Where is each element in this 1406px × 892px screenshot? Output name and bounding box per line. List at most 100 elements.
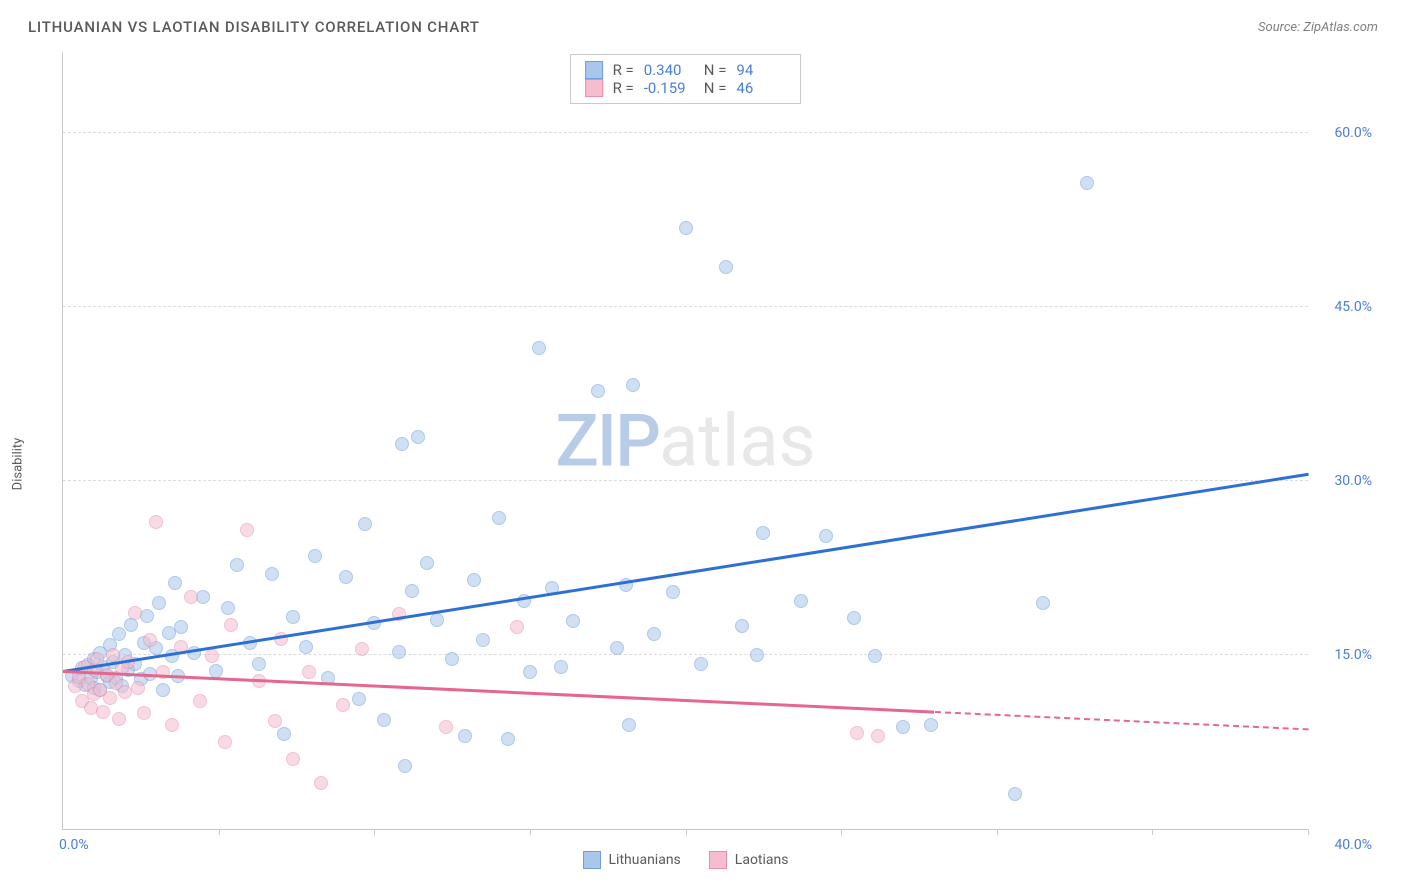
legend-swatch (585, 79, 603, 97)
scatter-point (358, 517, 372, 531)
scatter-point (392, 645, 406, 659)
stat-value-r: -0.159 (644, 79, 694, 97)
scatter-point (205, 649, 219, 663)
trend-line (63, 473, 1308, 673)
scatter-point (532, 341, 546, 355)
scatter-point (137, 706, 151, 720)
x-tick (1152, 829, 1153, 835)
scatter-point (647, 627, 661, 641)
scatter-point (719, 260, 733, 274)
stat-value-n: 46 (736, 79, 786, 97)
scatter-point (240, 523, 254, 537)
scatter-point (610, 641, 624, 655)
scatter-point (411, 430, 425, 444)
x-tick (219, 829, 220, 835)
x-tick (530, 829, 531, 835)
scatter-point (152, 596, 166, 610)
scatter-point (184, 590, 198, 604)
scatter-point (128, 606, 142, 620)
y-axis-label: Disability (11, 438, 26, 491)
x-tick (997, 829, 998, 835)
scatter-point (193, 694, 207, 708)
scatter-point (286, 610, 300, 624)
scatter-point (622, 718, 636, 732)
scatter-point (735, 619, 749, 633)
scatter-point (395, 437, 409, 451)
scatter-point (1080, 176, 1094, 190)
scatter-point (819, 529, 833, 543)
scatter-point (405, 584, 419, 598)
y-tick-label: 45.0% (1334, 299, 1372, 315)
chart-title: LITHUANIAN VS LAOTIAN DISABILITY CORRELA… (28, 18, 480, 36)
scatter-point (476, 633, 490, 647)
scatter-point (336, 698, 350, 712)
origin-tick-label: 0.0% (59, 837, 89, 853)
legend-item: Lithuanians (583, 851, 681, 869)
scatter-point (252, 657, 266, 671)
scatter-point (756, 526, 770, 540)
y-tick-label: 30.0% (1334, 473, 1372, 489)
stat-value-r: 0.340 (644, 61, 694, 79)
scatter-point (924, 718, 938, 732)
scatter-point (174, 620, 188, 634)
scatter-point (196, 590, 210, 604)
scatter-point (339, 570, 353, 584)
stats-row: R =-0.159N =46 (585, 79, 787, 97)
scatter-point (420, 556, 434, 570)
legend-swatch (585, 61, 603, 79)
scatter-point (794, 594, 808, 608)
gridline-horizontal (63, 480, 1308, 481)
scatter-point (439, 720, 453, 734)
scatter-point (850, 726, 864, 740)
stats-legend-box: R =0.340N =94R =-0.159N =46 (570, 54, 802, 104)
legend-swatch (583, 851, 601, 869)
scatter-point (868, 649, 882, 663)
scatter-point (467, 573, 481, 587)
scatter-point (523, 665, 537, 679)
scatter-point (221, 601, 235, 615)
scatter-point (96, 705, 110, 719)
scatter-point (168, 576, 182, 590)
gridline-horizontal (63, 306, 1308, 307)
scatter-point (156, 683, 170, 697)
xmax-tick-label: 40.0% (1334, 837, 1372, 853)
scatter-point (218, 735, 232, 749)
scatter-point (352, 692, 366, 706)
scatter-point (224, 618, 238, 632)
chart-container: Disability ZIPatlas R =0.340N =94R =-0.1… (28, 52, 1378, 876)
scatter-point (103, 691, 117, 705)
scatter-point (501, 732, 515, 746)
plot-area: ZIPatlas R =0.340N =94R =-0.159N =46 0.0… (62, 52, 1308, 830)
x-tick (1308, 829, 1309, 835)
scatter-point (230, 558, 244, 572)
scatter-point (143, 633, 157, 647)
scatter-point (302, 665, 316, 679)
x-tick (686, 829, 687, 835)
scatter-point (666, 585, 680, 599)
scatter-point (165, 718, 179, 732)
scatter-point (626, 378, 640, 392)
trend-line-extrapolated (934, 711, 1308, 730)
scatter-point (314, 776, 328, 790)
scatter-point (554, 660, 568, 674)
scatter-point (398, 759, 412, 773)
scatter-point (445, 652, 459, 666)
scatter-point (106, 648, 120, 662)
scatter-point (591, 384, 605, 398)
scatter-point (458, 729, 472, 743)
stat-label-r: R = (613, 79, 634, 97)
chart-header: LITHUANIAN VS LAOTIAN DISABILITY CORRELA… (0, 0, 1406, 44)
scatter-point (355, 642, 369, 656)
scatter-point (112, 712, 126, 726)
stat-label-n: N = (704, 61, 727, 79)
scatter-point (430, 613, 444, 627)
scatter-point (492, 511, 506, 525)
scatter-point (750, 648, 764, 662)
y-tick-label: 60.0% (1334, 125, 1372, 141)
gridline-horizontal (63, 654, 1308, 655)
watermark: ZIPatlas (555, 398, 815, 483)
scatter-point (308, 549, 322, 563)
scatter-point (679, 221, 693, 235)
legend-swatch (709, 851, 727, 869)
scatter-point (377, 713, 391, 727)
